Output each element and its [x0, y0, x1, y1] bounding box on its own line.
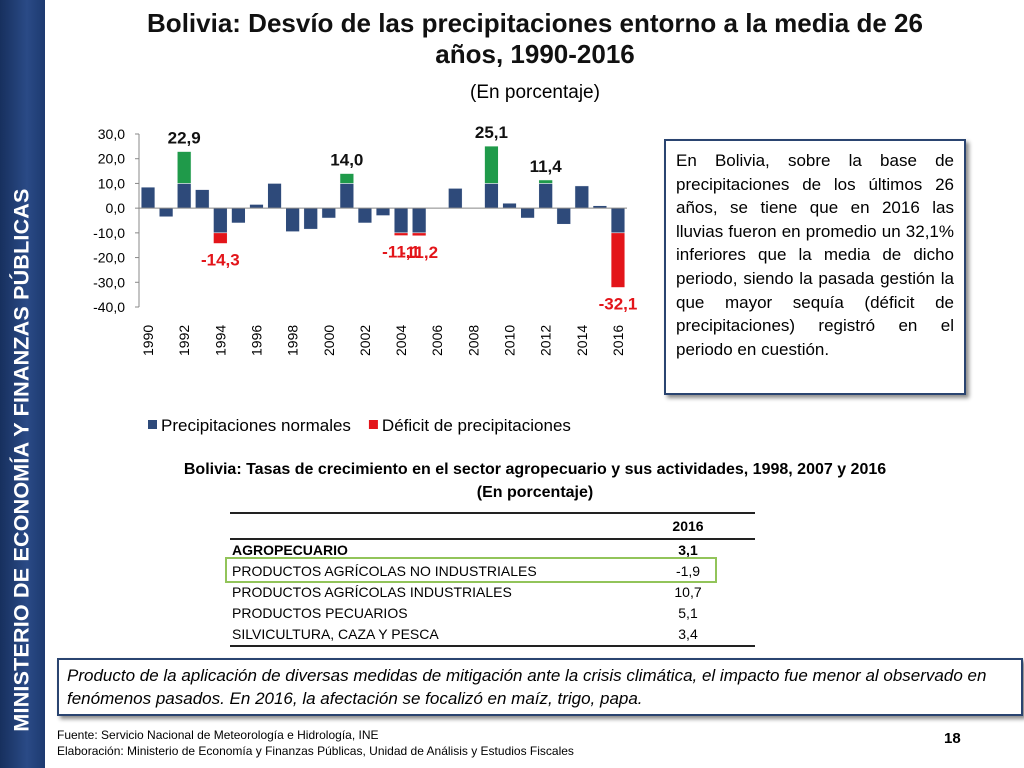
bar — [520, 207, 535, 219]
bar — [177, 151, 192, 184]
legend-label: Precipitaciones normales — [161, 416, 351, 435]
bar — [448, 188, 463, 209]
note-box: En Bolivia, sobre la base de precipitaci… — [664, 139, 966, 395]
page-number: 18 — [944, 730, 961, 747]
table-title-text: Bolivia: Tasas de crecimiento en el sect… — [183, 461, 887, 478]
x-tick-label: 2014 — [574, 325, 590, 356]
y-tick-label: 20,0 — [98, 151, 125, 167]
footer-source: Fuente: Servicio Nacional de Meteorologí… — [57, 728, 379, 742]
bar — [412, 207, 427, 234]
chart-title: Bolivia: Desvío de las precipitaciones e… — [147, 8, 923, 69]
bar — [231, 207, 246, 224]
data-label: 22,9 — [168, 129, 201, 148]
x-tick-label: 2006 — [429, 325, 445, 356]
chart: -40,0 -30,0 -20,0 -10,0 0,0 10,0 20,0 30,0 1990 1… — [93, 123, 638, 435]
table-label: SILVICULTURA, CAZA Y PESCA — [230, 624, 621, 647]
bar — [375, 207, 391, 216]
table-label: PRODUCTOS PECUARIOS — [232, 605, 408, 621]
x-tick-label: 2008 — [465, 325, 481, 356]
x-tick-label: 1998 — [285, 325, 301, 356]
bar — [213, 232, 228, 244]
bar — [140, 186, 156, 209]
table-header: 2016 — [230, 512, 755, 540]
x-tick-label: 1990 — [140, 325, 156, 356]
y-tick-label: 10,0 — [98, 175, 125, 191]
bar — [267, 183, 282, 209]
bar — [249, 204, 264, 209]
table-row: SILVICULTURA, CAZA Y PESCA 3,4 — [230, 624, 755, 647]
data-label: 25,1 — [475, 123, 508, 142]
bar — [285, 207, 300, 232]
row-highlight — [225, 557, 717, 583]
x-tick-label: 2004 — [393, 325, 409, 356]
footer-credit: Elaboración: Ministerio de Economía y Fi… — [57, 744, 574, 758]
table-value: -1,9 — [675, 563, 701, 579]
table-value: 3,4 — [621, 624, 755, 647]
bar — [393, 232, 409, 236]
y-tick-label: -10,0 — [93, 225, 125, 241]
table-label: PRODUCTOS AGRÍCOLAS NO INDUSTRIALES — [232, 563, 537, 579]
x-tick-label: 2016 — [610, 325, 626, 356]
table-value: 5,1 — [678, 605, 698, 621]
data-label: 14,0 — [330, 151, 363, 170]
y-tick-label: -40,0 — [93, 299, 125, 315]
bar — [484, 183, 499, 209]
legend-label: Déficit de precipitaciones — [382, 416, 571, 435]
table-row: AGROPECUARIO 3,1 — [230, 539, 755, 561]
table-title: Bolivia: Tasas de crecimiento en el sect… — [60, 458, 1010, 504]
bar — [502, 202, 517, 209]
bar — [610, 232, 626, 288]
table-row: PRODUCTOS PECUARIOS 5,1 — [230, 603, 755, 624]
bar — [538, 183, 553, 209]
table-value: 3,1 — [678, 542, 698, 558]
bar — [339, 183, 354, 209]
table-subtitle: (En porcentaje) — [476, 484, 594, 501]
chart-subtitle: (En porcentaje) — [470, 82, 600, 103]
table-label: PRODUCTOS AGRÍCOLAS INDUSTRIALES — [232, 584, 512, 600]
bar — [556, 207, 571, 225]
conclusion-box: Producto de la aplicación de diversas me… — [57, 658, 1023, 716]
data-label: 11,4 — [530, 157, 563, 176]
y-tick-label: -30,0 — [93, 274, 125, 290]
table-row: PRODUCTOS AGRÍCOLAS NO INDUSTRIALES -1,9 — [230, 561, 755, 582]
bar — [303, 207, 318, 230]
table-value: 10,7 — [674, 584, 702, 600]
data-label: -14,3 — [201, 250, 240, 269]
bar — [357, 207, 373, 224]
data-label: -11,1 — [382, 243, 420, 262]
x-tick-label: 2012 — [538, 325, 554, 356]
bar — [339, 173, 354, 184]
data-label: -32,1 — [599, 294, 638, 313]
x-tick-label: 1996 — [248, 325, 264, 356]
x-tick-label: 2010 — [502, 325, 518, 356]
bar — [195, 189, 210, 209]
x-tick-label: 2002 — [357, 325, 373, 356]
x-tick-label: 1994 — [212, 325, 228, 356]
table: 2016 AGROPECUARIO 3,1 PRODUCTOS AGRÍCOLAS … — [230, 512, 755, 647]
bar — [177, 183, 192, 209]
y-tick-label: -20,0 — [93, 250, 125, 266]
bar — [393, 207, 409, 234]
legend-swatch — [148, 420, 157, 429]
bar — [412, 232, 427, 237]
y-tick-label: 0,0 — [106, 200, 126, 216]
bar — [538, 179, 553, 184]
y-tick-label: 30,0 — [98, 126, 125, 142]
bar — [484, 145, 499, 184]
legend-swatch — [368, 420, 378, 429]
column-header: 2016 — [621, 512, 755, 540]
table-row: PRODUCTOS AGRÍCOLAS INDUSTRIALES 10,7 — [230, 582, 755, 603]
x-tick-label: 2000 — [321, 325, 337, 356]
bar — [158, 207, 174, 218]
bar — [574, 185, 589, 209]
bar — [610, 207, 626, 234]
table-label: AGROPECUARIO — [232, 542, 348, 558]
bar — [321, 207, 336, 219]
bar — [213, 207, 228, 234]
x-tick-label: 1992 — [176, 325, 192, 356]
sidebar — [0, 0, 45, 768]
data-label: -11,2 — [400, 243, 438, 262]
